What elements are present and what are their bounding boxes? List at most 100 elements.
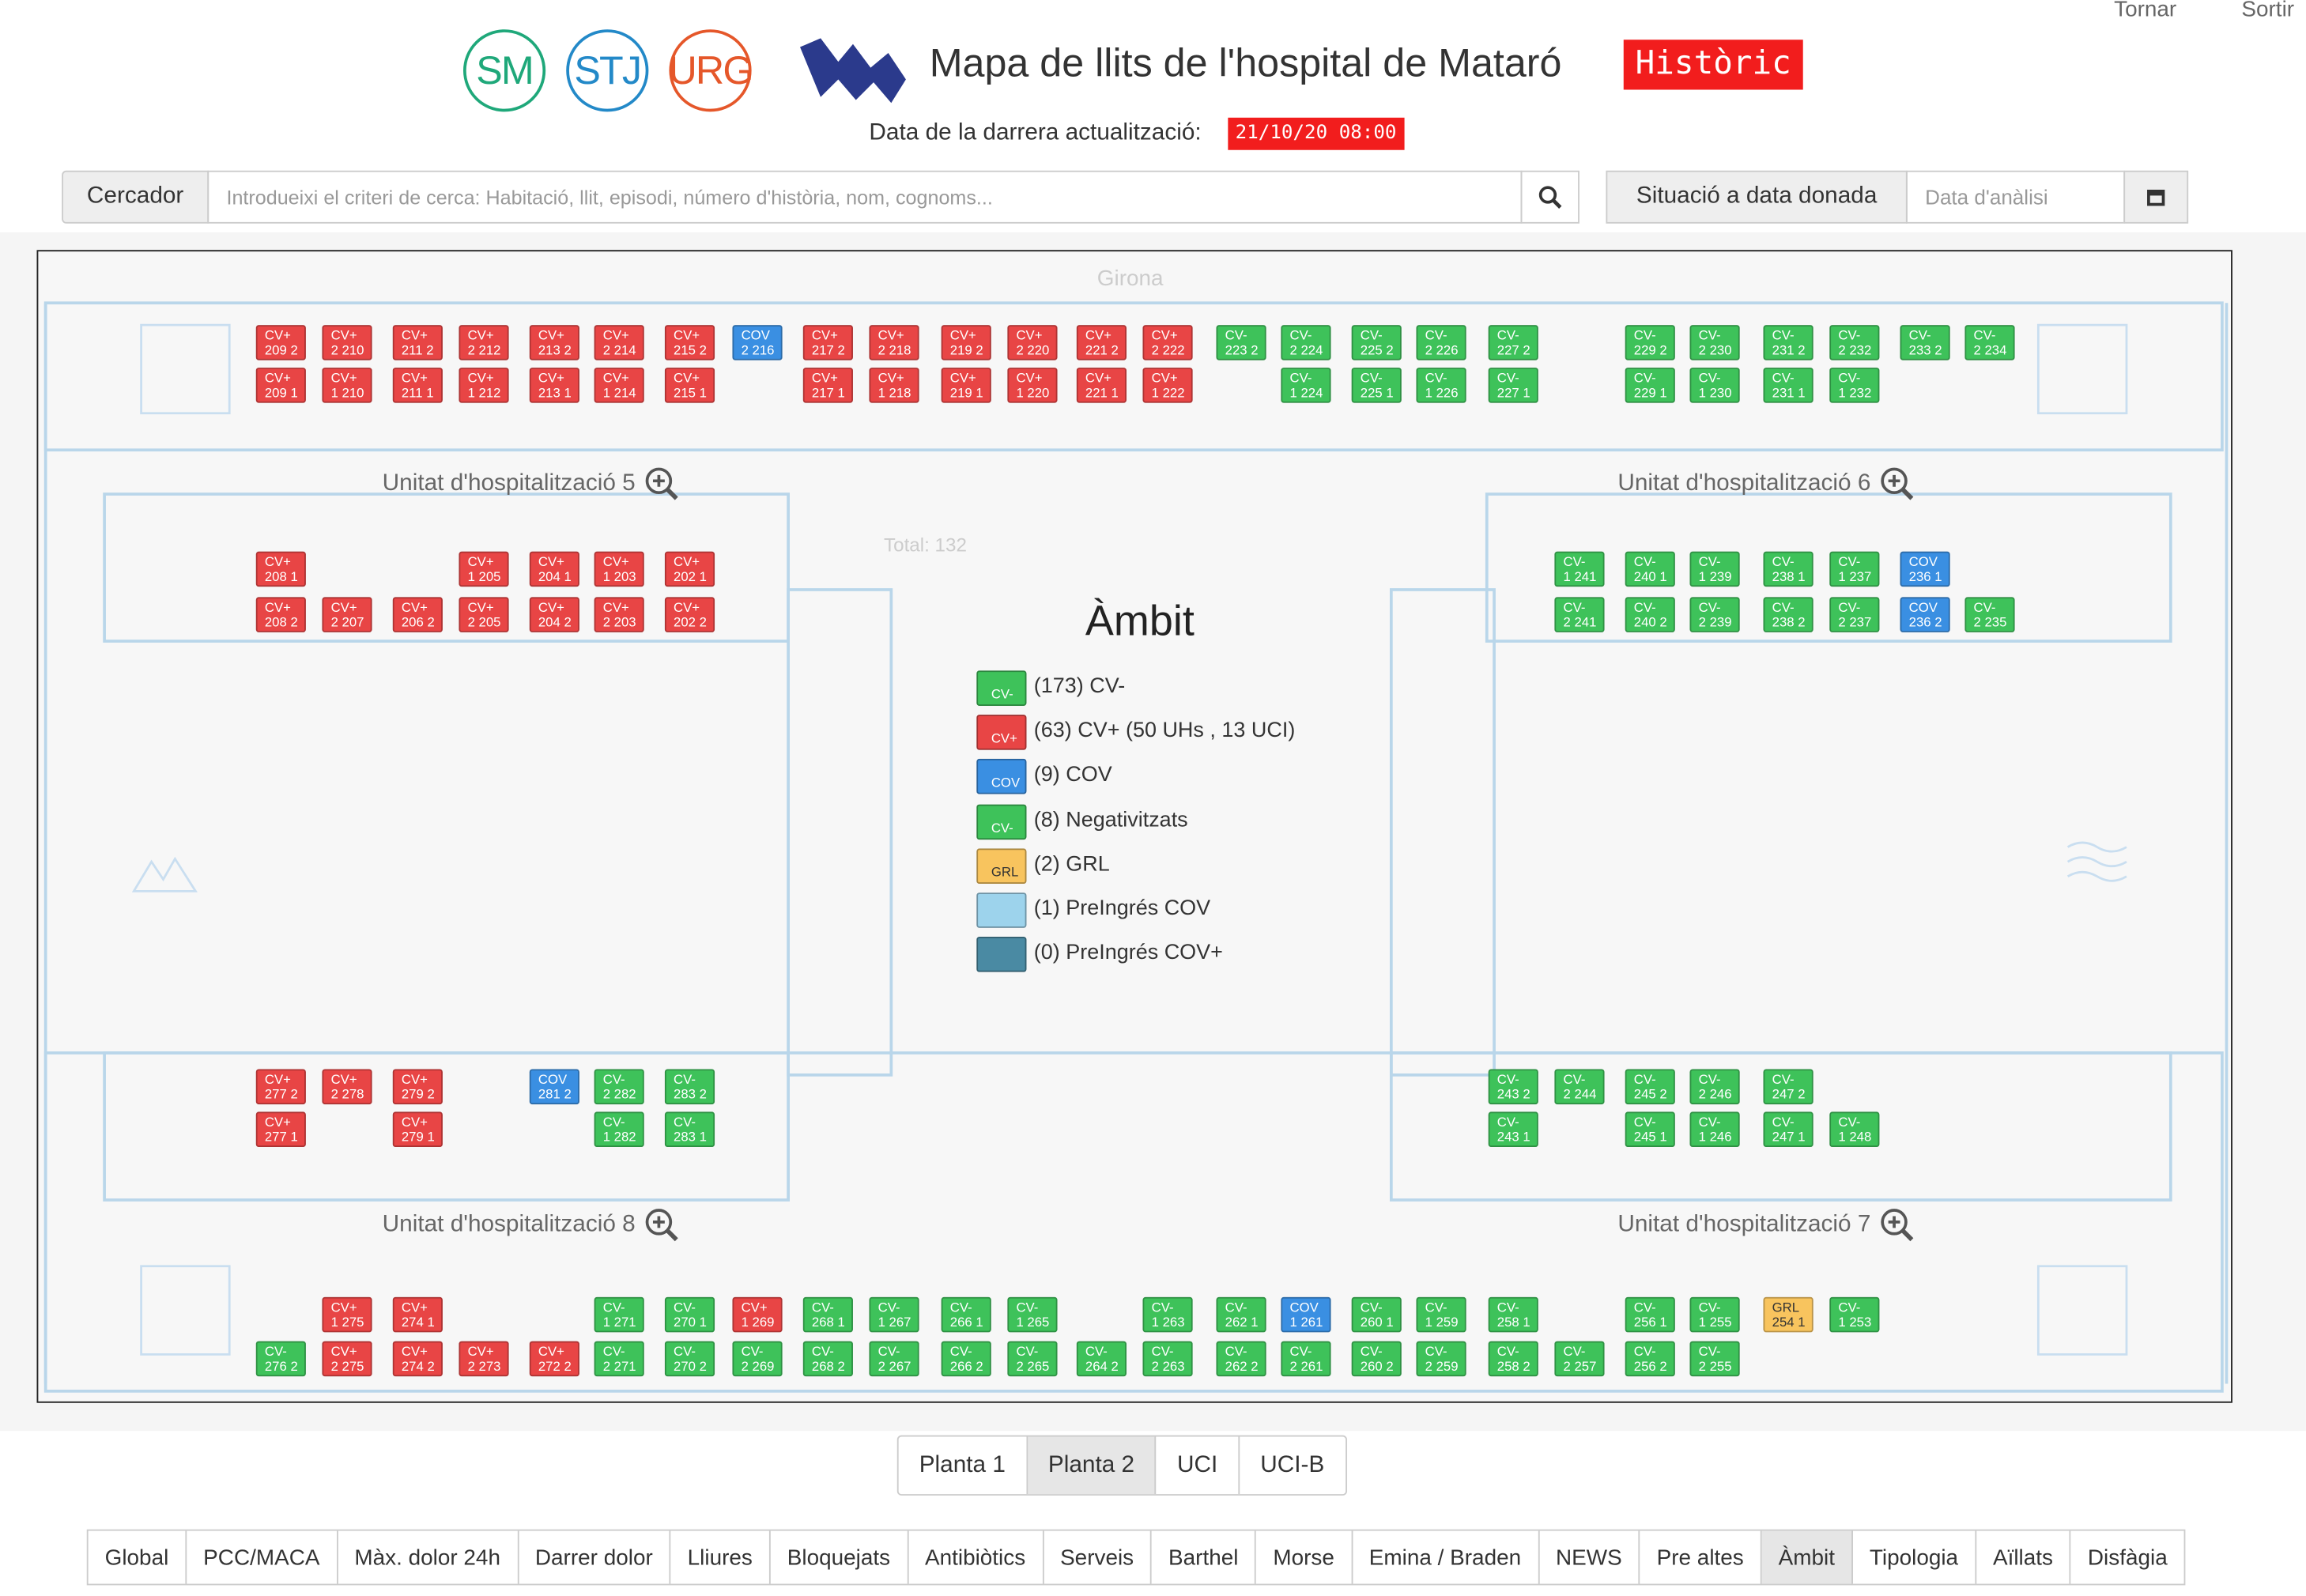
floor-tab[interactable]: Planta 1 <box>899 1436 1028 1495</box>
bed[interactable]: CV+ 1 210 <box>322 368 372 403</box>
bed[interactable]: CV- 1 239 <box>1689 551 1740 587</box>
search-button[interactable]: Cercador <box>62 170 209 224</box>
bed[interactable]: CV- 2 263 <box>1142 1341 1193 1377</box>
bed[interactable]: CV+ 1 203 <box>594 551 644 587</box>
view-tab[interactable]: Lliures <box>671 1530 771 1584</box>
bed[interactable]: CV+ 1 275 <box>322 1296 372 1333</box>
bed[interactable]: CV+ 211 1 <box>392 368 443 403</box>
bed[interactable]: CV- 283 1 <box>664 1111 715 1148</box>
bed[interactable]: CV+ 2 273 <box>459 1341 509 1377</box>
view-tab[interactable]: Pre altes <box>1640 1530 1762 1584</box>
bed[interactable]: COV 236 1 <box>1900 551 1950 587</box>
bed[interactable]: CV+ 272 2 <box>529 1341 579 1377</box>
bed[interactable]: CV+ 208 1 <box>255 551 306 587</box>
bed[interactable]: CV+ 277 1 <box>255 1111 306 1148</box>
bed[interactable]: CV- 283 2 <box>664 1069 715 1105</box>
bed[interactable]: CV+ 202 2 <box>664 597 715 632</box>
bed[interactable]: CV- 1 253 <box>1829 1296 1880 1333</box>
bed[interactable]: CV- 1 237 <box>1829 551 1880 587</box>
bed[interactable]: CV+ 215 2 <box>664 325 715 360</box>
bed[interactable]: CV+ 219 1 <box>941 368 991 403</box>
badge[interactable]: URG <box>669 29 753 112</box>
bed[interactable]: CV+ 2 220 <box>1007 325 1058 360</box>
bed[interactable]: CV- 223 2 <box>1216 325 1266 360</box>
bed[interactable]: CV+ 1 218 <box>869 368 919 403</box>
bed[interactable]: CV+ 209 2 <box>255 325 306 360</box>
bed[interactable]: CV+ 204 2 <box>529 597 579 632</box>
bed[interactable]: CV+ 215 1 <box>664 368 715 403</box>
view-tab[interactable]: Bloquejats <box>771 1530 908 1584</box>
bed[interactable]: CV- 256 1 <box>1625 1296 1675 1333</box>
bed[interactable]: CV+ 274 2 <box>392 1341 443 1377</box>
bed[interactable]: CV- 258 1 <box>1488 1296 1538 1333</box>
bed[interactable]: CV+ 2 207 <box>322 597 372 632</box>
view-tab[interactable]: Aïllats <box>1976 1530 2071 1584</box>
bed[interactable]: CV+ 219 2 <box>941 325 991 360</box>
bed[interactable]: CV- 268 1 <box>802 1296 853 1333</box>
bed[interactable]: CV+ 2 210 <box>322 325 372 360</box>
bed[interactable]: CV- 1 259 <box>1416 1296 1466 1333</box>
bed[interactable]: CV- 1 255 <box>1689 1296 1740 1333</box>
bed[interactable]: CV+ 1 205 <box>459 551 509 587</box>
bed[interactable]: CV+ 221 2 <box>1076 325 1127 360</box>
bed[interactable]: CV+ 274 1 <box>392 1296 443 1333</box>
view-tab[interactable]: Disfàgia <box>2087 1545 2168 1570</box>
bed[interactable]: CV- 1 224 <box>1281 368 1331 403</box>
bed[interactable]: CV- 1 241 <box>1554 551 1605 587</box>
zoom-icon[interactable] <box>644 466 680 502</box>
bed[interactable]: CV+ 279 1 <box>392 1111 443 1148</box>
bed[interactable]: CV+ 279 2 <box>392 1069 443 1105</box>
bed[interactable]: CV- 245 2 <box>1625 1069 1675 1105</box>
bed[interactable]: CV- 262 1 <box>1216 1296 1266 1333</box>
bed[interactable]: CV+ 211 2 <box>392 325 443 360</box>
bed[interactable]: CV+ 1 220 <box>1007 368 1058 403</box>
view-tab[interactable]: PCC/MACA <box>187 1530 338 1584</box>
bed[interactable]: CV- 231 2 <box>1763 325 1813 360</box>
bed[interactable]: CV- 2 237 <box>1829 597 1880 632</box>
logout-link[interactable]: Sortir <box>2241 0 2295 22</box>
bed[interactable]: CV- 2 226 <box>1416 325 1466 360</box>
bed[interactable]: CV+ 2 214 <box>594 325 644 360</box>
bed[interactable]: CV- 1 267 <box>869 1296 919 1333</box>
bed[interactable]: CV- 270 1 <box>664 1296 715 1333</box>
bed[interactable]: CV- 240 2 <box>1625 597 1675 632</box>
bed[interactable]: CV- 2 265 <box>1007 1341 1058 1377</box>
view-tab[interactable]: Darrer dolor <box>519 1530 671 1584</box>
zoom-icon[interactable] <box>644 1207 680 1243</box>
bed[interactable]: CV- 2 261 <box>1281 1341 1331 1377</box>
bed[interactable]: CV- 1 246 <box>1689 1111 1740 1148</box>
bed[interactable]: CV+ 2 205 <box>459 597 509 632</box>
bed[interactable]: CV- 258 2 <box>1488 1341 1538 1377</box>
zoom-icon[interactable] <box>1880 466 1915 502</box>
bed[interactable]: CV- 233 2 <box>1900 325 1950 360</box>
bed[interactable]: CV- 238 1 <box>1763 551 1813 587</box>
bed[interactable]: CV- 225 1 <box>1351 368 1402 403</box>
bed[interactable]: CV- 1 230 <box>1689 368 1740 403</box>
bed[interactable]: CV- 227 1 <box>1488 368 1538 403</box>
view-tab[interactable]: Emina / Braden <box>1353 1530 1540 1584</box>
bed[interactable]: CV+ 2 218 <box>869 325 919 360</box>
bed[interactable]: CV- 1 248 <box>1829 1111 1880 1148</box>
bed[interactable]: CV- 1 226 <box>1416 368 1466 403</box>
bed[interactable]: COV 1 261 <box>1281 1296 1331 1333</box>
search-icon[interactable] <box>1520 170 1579 224</box>
bed[interactable]: CV- 264 2 <box>1076 1341 1127 1377</box>
bed[interactable]: CV+ 2 222 <box>1142 325 1193 360</box>
bed[interactable]: CV+ 1 222 <box>1142 368 1193 403</box>
view-tab[interactable]: Antibiòtics <box>908 1530 1044 1584</box>
bed[interactable]: CV- 2 239 <box>1689 597 1740 632</box>
bed[interactable]: CV- 266 2 <box>941 1341 991 1377</box>
bed[interactable]: CV+ 213 1 <box>529 368 579 403</box>
bed[interactable]: CV- 2 246 <box>1689 1069 1740 1105</box>
bed[interactable]: CV- 245 1 <box>1625 1111 1675 1148</box>
date-input[interactable]: Data d'anàlisi <box>1905 170 2126 224</box>
bed[interactable]: CV- 231 1 <box>1763 368 1813 403</box>
bed[interactable]: CV- 1 263 <box>1142 1296 1193 1333</box>
calendar-button[interactable] <box>2123 170 2189 224</box>
bed[interactable]: CV- 2 267 <box>869 1341 919 1377</box>
bed[interactable]: CV+ 213 2 <box>529 325 579 360</box>
bed[interactable]: CV- 276 2 <box>255 1341 306 1377</box>
bed[interactable]: CV+ 202 1 <box>664 551 715 587</box>
bed[interactable]: CV+ 209 1 <box>255 368 306 403</box>
bed[interactable]: CV- 2 241 <box>1554 597 1605 632</box>
